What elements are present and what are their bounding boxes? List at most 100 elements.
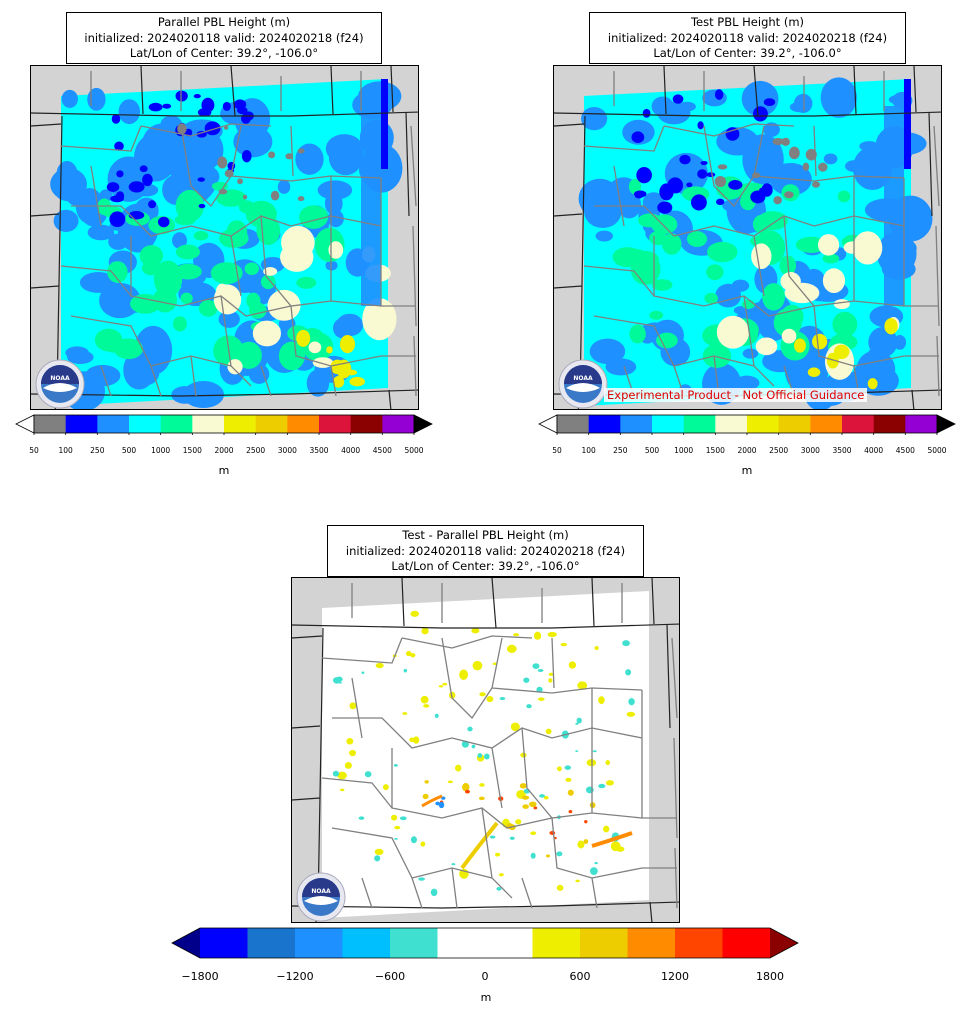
pbl-cell — [702, 344, 732, 368]
pbl-cell — [87, 87, 106, 111]
colorbar-swatch — [382, 415, 415, 433]
diff-cell — [420, 841, 426, 847]
diff-cell — [465, 789, 470, 794]
pbl-cell — [114, 141, 124, 151]
pbl-cell — [349, 376, 365, 387]
colorbar-swatch — [200, 928, 248, 958]
pbl-cell — [672, 94, 684, 104]
colorbar-swatch — [778, 415, 811, 433]
colorbar-swatch — [160, 415, 193, 433]
pbl-cell — [237, 106, 248, 115]
pbl-cell — [327, 210, 344, 228]
pbl-cell — [317, 180, 353, 200]
pbl-cell — [128, 181, 145, 193]
pbl-cell — [706, 264, 724, 281]
colorbar-swatch — [319, 415, 352, 433]
panel2-title-line3: Lat/Lon of Center: 39.2°, -106.0° — [653, 46, 842, 60]
diff-cell — [610, 841, 621, 852]
colorbar-swatch — [129, 415, 162, 433]
pbl-cell — [753, 106, 768, 122]
diff-cell — [486, 695, 494, 703]
diff-cell — [543, 795, 549, 800]
pbl-cell — [837, 190, 851, 203]
panel2-map: NOAA Experimental Product - Not Official… — [553, 65, 942, 410]
diff-cell — [402, 712, 408, 715]
diff-cell — [364, 771, 372, 778]
panel3-colorbar-unit: m — [480, 991, 492, 1004]
pbl-cell — [763, 122, 780, 137]
diff-cell — [394, 837, 398, 840]
pbl-cell — [148, 200, 157, 209]
colorbar-swatch — [224, 415, 257, 433]
pbl-cell — [198, 203, 206, 209]
pbl-cell — [109, 211, 126, 228]
pbl-cell — [717, 164, 728, 170]
pbl-cell — [172, 232, 187, 249]
diff-cell — [548, 678, 553, 683]
diff-cell — [628, 698, 635, 706]
colorbar-over-arrow — [770, 928, 798, 958]
pbl-cell — [707, 241, 738, 263]
pbl-cell — [227, 359, 243, 375]
colorbar-swatch — [652, 415, 685, 433]
panel2-colorbar: 50 100 250 500 1000 1500 2000 2500 3000 3500 4000 4… — [537, 413, 957, 477]
diff-cell — [506, 644, 517, 654]
colorbar-tick-label: 250 — [90, 446, 105, 455]
diff-cell — [374, 855, 381, 862]
diff-cell — [556, 766, 562, 772]
diff-cell — [556, 851, 563, 857]
diff-cell — [489, 835, 496, 839]
pbl-cell — [867, 378, 878, 390]
pbl-cell — [87, 224, 115, 241]
pbl-cell — [85, 364, 121, 387]
pbl-cell — [750, 190, 766, 204]
diff-cell — [471, 627, 480, 634]
pbl-cell — [270, 190, 280, 201]
colorbar-tick-label: 50 — [29, 446, 39, 455]
colorbar-tick-label: 500 — [644, 446, 660, 455]
pbl-cell — [193, 93, 201, 99]
diff-cell — [477, 753, 483, 758]
diff-cell — [577, 681, 588, 690]
colorbar-swatch — [715, 415, 748, 433]
pbl-cell — [106, 182, 120, 192]
colorbar-swatch — [842, 415, 875, 433]
pbl-cell — [823, 153, 838, 165]
svg-text:NOAA: NOAA — [573, 375, 593, 382]
colorbar-tick-label: 4500 — [372, 446, 392, 455]
colorbar-tick-label: 0 — [481, 970, 489, 983]
pbl-cell — [788, 146, 800, 160]
pbl-cell — [686, 231, 708, 247]
diff-cell — [605, 780, 614, 786]
colorbar-over-arrow — [936, 414, 956, 434]
pbl-cell — [595, 230, 613, 242]
panel3-map: NOAA — [291, 577, 680, 923]
diff-cell — [564, 765, 571, 770]
pbl-cell — [339, 334, 356, 354]
diff-cell — [410, 610, 420, 617]
diff-cell — [498, 873, 504, 877]
pbl-cell — [180, 292, 193, 305]
noaa-logo-icon: NOAA — [296, 872, 346, 922]
pbl-cell — [210, 262, 243, 285]
diff-cell — [513, 633, 520, 637]
pbl-cell — [139, 165, 148, 173]
colorbar-swatch — [905, 415, 938, 433]
pbl-cell — [142, 173, 153, 187]
pbl-cell — [741, 80, 779, 117]
diff-cell — [382, 784, 389, 791]
diff-cell — [594, 862, 598, 865]
diff-cell — [332, 770, 340, 777]
pbl-cell — [103, 287, 123, 299]
diff-cell — [520, 752, 527, 758]
pbl-cell — [773, 196, 782, 205]
pbl-cell — [260, 274, 276, 290]
diff-cell — [484, 753, 490, 760]
pbl-cell — [358, 81, 402, 112]
pbl-cell — [763, 98, 776, 106]
pbl-cell — [686, 182, 693, 188]
pbl-cell — [330, 359, 345, 375]
colorbar-swatch — [255, 415, 288, 433]
diff-cell — [349, 749, 356, 757]
colorbar-tick-label: 3000 — [800, 446, 820, 455]
